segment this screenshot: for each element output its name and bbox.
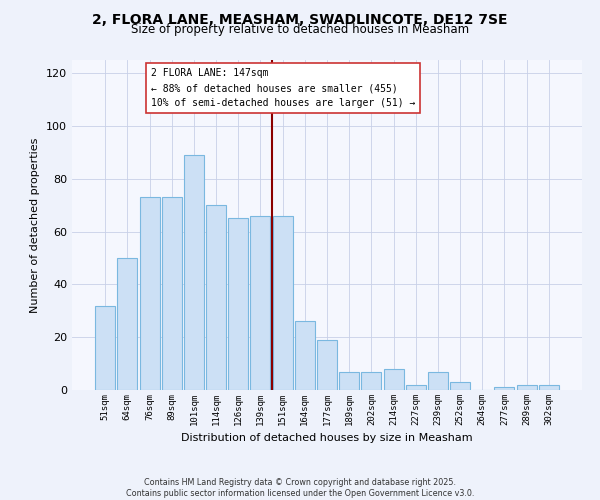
Bar — [228, 218, 248, 390]
Bar — [494, 388, 514, 390]
Bar — [184, 155, 204, 390]
Bar — [162, 198, 182, 390]
Bar — [450, 382, 470, 390]
Bar — [95, 306, 115, 390]
Text: Size of property relative to detached houses in Measham: Size of property relative to detached ho… — [131, 22, 469, 36]
Bar — [539, 384, 559, 390]
Bar — [140, 198, 160, 390]
X-axis label: Distribution of detached houses by size in Measham: Distribution of detached houses by size … — [181, 434, 473, 444]
Bar — [206, 205, 226, 390]
Bar — [295, 322, 315, 390]
Bar — [272, 216, 293, 390]
Bar — [118, 258, 137, 390]
Bar — [383, 369, 404, 390]
Text: Contains HM Land Registry data © Crown copyright and database right 2025.
Contai: Contains HM Land Registry data © Crown c… — [126, 478, 474, 498]
Y-axis label: Number of detached properties: Number of detached properties — [31, 138, 40, 312]
Bar — [317, 340, 337, 390]
Bar — [339, 372, 359, 390]
Bar — [517, 384, 536, 390]
Text: 2 FLORA LANE: 147sqm
← 88% of detached houses are smaller (455)
10% of semi-deta: 2 FLORA LANE: 147sqm ← 88% of detached h… — [151, 68, 415, 108]
Text: 2, FLORA LANE, MEASHAM, SWADLINCOTE, DE12 7SE: 2, FLORA LANE, MEASHAM, SWADLINCOTE, DE1… — [92, 12, 508, 26]
Bar — [250, 216, 271, 390]
Bar — [406, 384, 426, 390]
Bar — [428, 372, 448, 390]
Bar — [361, 372, 382, 390]
